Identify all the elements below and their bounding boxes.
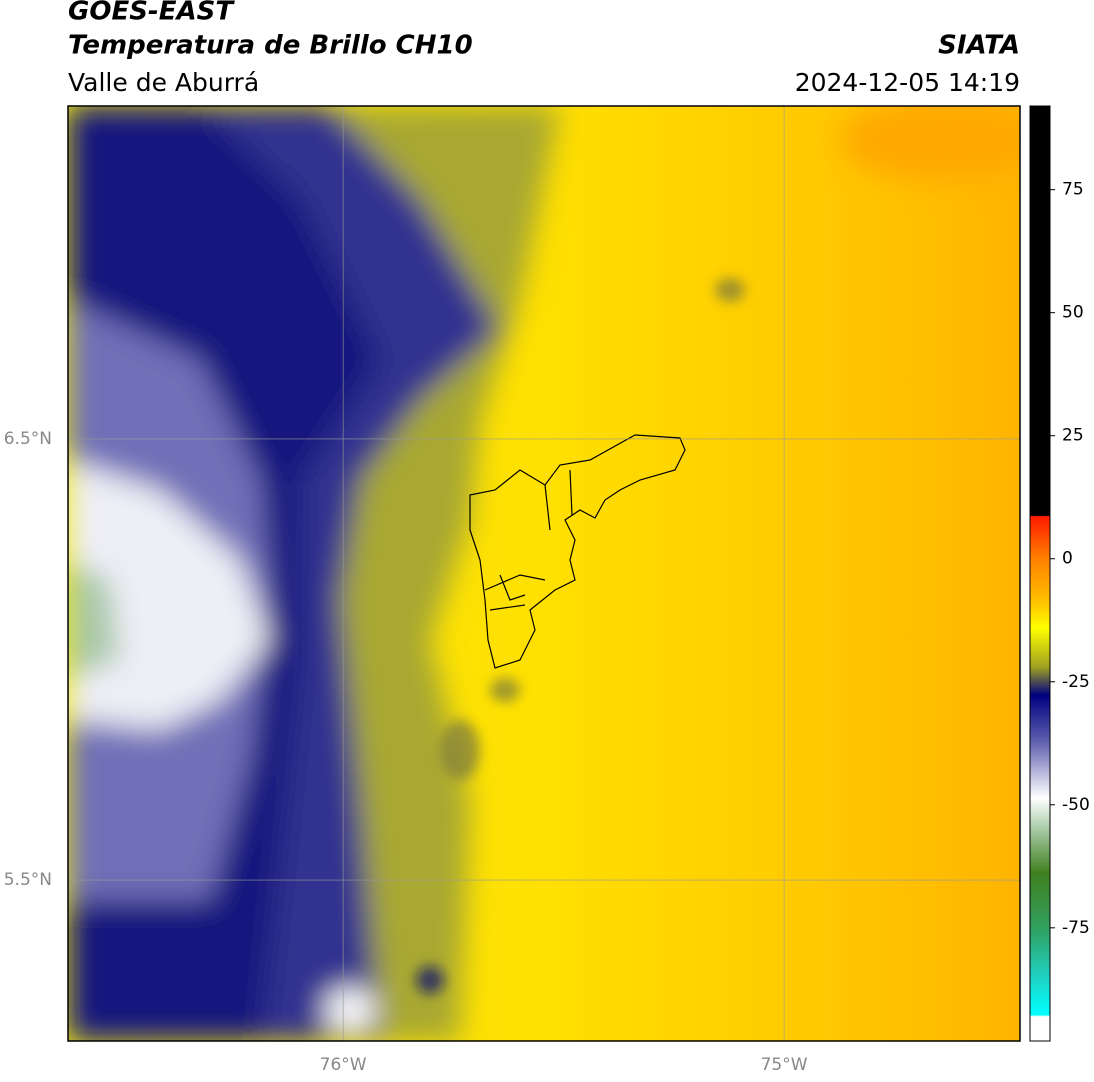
colorbar-tick-label: 75 bbox=[1062, 180, 1084, 200]
lat-tick-label: 5.5°N bbox=[4, 870, 52, 890]
title-product: Temperatura de Brillo CH10 bbox=[68, 31, 473, 61]
colorbar-tick-label: 25 bbox=[1062, 426, 1084, 446]
map-imagery bbox=[68, 106, 1020, 1041]
valley-boundary bbox=[469, 434, 686, 669]
region: Valle de Aburrá bbox=[68, 68, 259, 97]
lon-tick-label: 76°W bbox=[320, 1055, 367, 1075]
colorbar-tick-label: 0 bbox=[1062, 549, 1073, 569]
colorbar-tick-label: -50 bbox=[1062, 795, 1090, 815]
timestamp: 2024-12-05 14:19 bbox=[795, 68, 1020, 97]
map-frame bbox=[67, 105, 1021, 1042]
lat-tick-label: 6.5°N bbox=[4, 429, 52, 449]
lon-tick-label: 75°W bbox=[761, 1055, 808, 1075]
colorbar bbox=[1029, 105, 1051, 1042]
colorbar-tick-label: 50 bbox=[1062, 303, 1084, 323]
colorbar-tick-label: -75 bbox=[1062, 918, 1090, 938]
title-source: GOES-EAST bbox=[68, 0, 235, 27]
graticule bbox=[68, 106, 1020, 1041]
colorbar-tick-label: -25 bbox=[1062, 672, 1090, 692]
agency: SIATA bbox=[938, 31, 1020, 61]
